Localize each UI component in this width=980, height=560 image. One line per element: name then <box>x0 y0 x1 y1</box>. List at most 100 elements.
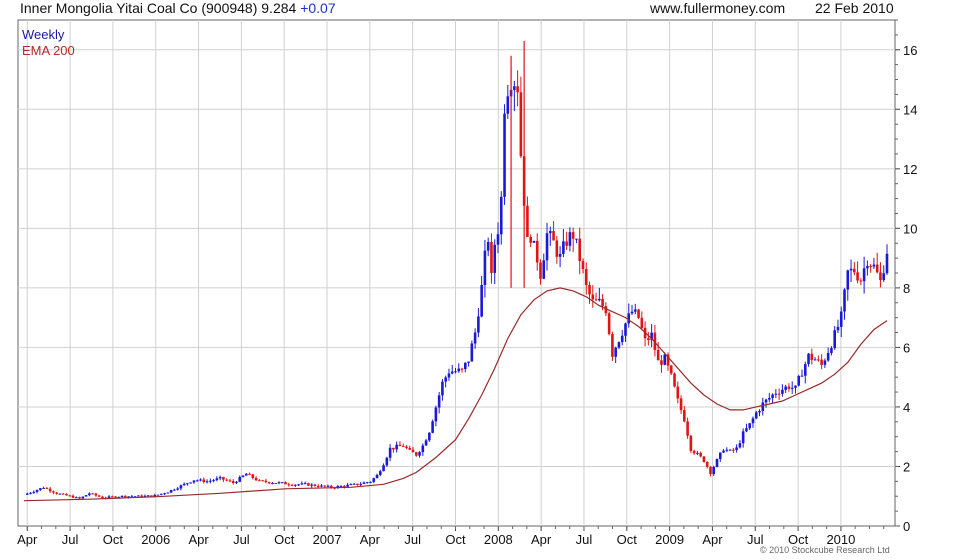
x-tick-label: Jul <box>747 532 764 547</box>
x-tick-label: Oct <box>788 532 809 547</box>
copyright-note: © 2010 Stockcube Research Ltd <box>760 545 890 555</box>
candle-body <box>584 269 588 285</box>
candle-body <box>676 386 680 399</box>
candle-body <box>45 487 49 489</box>
candle-body <box>627 313 631 324</box>
y-tick-label: 8 <box>903 281 910 296</box>
candle-body <box>101 496 104 499</box>
candle-body <box>473 332 477 344</box>
candle-body <box>669 365 673 374</box>
candle-body <box>467 361 470 363</box>
candle-body <box>686 421 689 436</box>
candle-body <box>244 473 248 476</box>
candle-body <box>352 483 356 485</box>
candle-body <box>385 457 389 466</box>
candle-body <box>784 386 787 390</box>
candle-body <box>774 393 778 395</box>
candle-body <box>228 480 232 482</box>
candle-body <box>280 482 284 484</box>
candle-body <box>532 240 536 243</box>
candle-body <box>526 205 529 237</box>
candle-body <box>859 280 863 282</box>
candle-body <box>503 113 506 197</box>
candle-body <box>499 196 503 235</box>
candle-body <box>728 449 732 451</box>
candle-body <box>444 377 447 382</box>
candle-body <box>490 241 493 273</box>
candle-body <box>388 447 392 458</box>
candle-body <box>715 459 719 467</box>
candle-body <box>862 268 866 282</box>
candle-body <box>29 492 32 494</box>
candle-body <box>218 476 222 479</box>
candle-body <box>797 375 801 386</box>
candle-body <box>748 423 752 429</box>
candle-body <box>94 493 98 496</box>
price-change: +0.07 <box>300 0 336 16</box>
legend-weekly: Weekly <box>22 27 65 42</box>
candle-body <box>581 261 585 270</box>
candle-body <box>656 349 660 361</box>
x-tick-label: Jul <box>233 532 250 547</box>
candle-body <box>372 478 376 482</box>
candle-body <box>55 492 58 494</box>
candle-body <box>117 496 121 498</box>
candle-body <box>91 493 94 495</box>
candle-body <box>405 446 408 449</box>
candle-body <box>620 335 624 343</box>
candle-body <box>758 410 761 413</box>
candle-body <box>392 447 395 450</box>
candle-body <box>464 362 467 370</box>
x-tick-label: 2008 <box>484 532 513 547</box>
candle-body <box>437 395 441 408</box>
candle-body <box>529 236 532 243</box>
candle-body <box>88 493 91 496</box>
candle-body <box>84 495 88 497</box>
candle-body <box>650 332 653 341</box>
candle-body <box>294 484 297 486</box>
candle-body <box>159 493 163 495</box>
candle-body <box>604 306 608 314</box>
candle-body <box>313 484 317 486</box>
candle-body <box>428 432 431 441</box>
candle-body <box>879 272 882 281</box>
candle-body <box>535 240 539 263</box>
candle-body <box>271 482 274 484</box>
candle-body <box>137 495 140 497</box>
candle-body <box>287 484 291 486</box>
x-tick-label: Oct <box>445 532 466 547</box>
candle-body <box>633 309 637 312</box>
candle-body <box>199 479 202 481</box>
candle-body <box>866 266 869 269</box>
candle-body <box>839 311 843 327</box>
candle-body <box>251 474 255 478</box>
candle-body <box>594 299 598 301</box>
candle-body <box>611 334 614 357</box>
y-tick-label: 16 <box>903 43 917 58</box>
candle-body <box>414 452 418 456</box>
candle-body <box>25 493 29 495</box>
candle-body <box>39 488 42 490</box>
candle-body <box>826 352 830 361</box>
candle-body <box>78 497 81 499</box>
candle-body <box>810 353 814 360</box>
candle-body <box>97 495 101 497</box>
candle-body <box>110 496 114 498</box>
candle-body <box>258 480 261 482</box>
candle-body <box>591 294 595 300</box>
x-tick-label: Apr <box>17 532 38 547</box>
candle-body <box>614 347 617 357</box>
candle-body <box>555 240 559 257</box>
plot-area <box>17 19 896 527</box>
candle-body <box>480 285 483 317</box>
candle-body <box>506 96 510 114</box>
candle-body <box>470 343 474 362</box>
source-site[interactable]: www.fullermoney.com <box>650 0 786 16</box>
candle-body <box>519 92 523 157</box>
candle-body <box>885 253 889 274</box>
candle-body <box>754 412 758 419</box>
candle-body <box>558 253 562 257</box>
y-tick-label: 0 <box>903 519 910 534</box>
chart-date: 22 Feb 2010 <box>815 0 894 16</box>
candle-body <box>133 496 137 498</box>
